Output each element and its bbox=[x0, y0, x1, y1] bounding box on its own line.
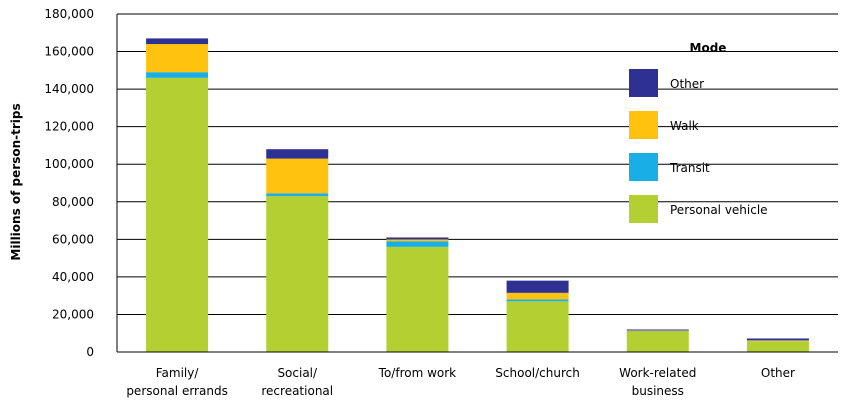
bar-segment-walk bbox=[266, 158, 329, 194]
y-tick-label: 180,000 bbox=[44, 7, 94, 21]
bar-segment-walk bbox=[386, 239, 449, 242]
y-tick-label: 20,000 bbox=[52, 307, 94, 321]
x-category-label: Work-related bbox=[619, 366, 696, 380]
y-tick-label: 160,000 bbox=[44, 45, 94, 59]
legend-label: Personal vehicle bbox=[670, 203, 768, 217]
x-category-label: business bbox=[632, 384, 684, 398]
legend-swatch-other bbox=[629, 69, 658, 97]
bar-segment-personal-vehicle bbox=[386, 246, 449, 352]
y-tick-label: 80,000 bbox=[52, 195, 94, 209]
x-category-label: Other bbox=[761, 366, 795, 380]
bar-segment-other bbox=[146, 38, 209, 45]
bar-segment-transit bbox=[146, 72, 209, 78]
y-tick-label: 120,000 bbox=[44, 120, 94, 134]
bar-segment-personal-vehicle bbox=[266, 196, 329, 352]
bar-segment-other bbox=[506, 280, 569, 293]
x-category-labels: Family/personal errands Social/recreation… bbox=[126, 366, 795, 398]
bar-segment-other bbox=[626, 329, 689, 331]
x-category-label: Family/ bbox=[156, 366, 200, 380]
x-category-label: recreational bbox=[261, 384, 333, 398]
legend: Mode Other Walk Transit Personal vehicle bbox=[629, 41, 768, 223]
axes bbox=[116, 14, 838, 353]
legend-swatch-personal-vehicle bbox=[629, 195, 658, 223]
legend-swatch-transit bbox=[629, 153, 658, 181]
legend-label: Other bbox=[670, 77, 704, 91]
legend-label: Walk bbox=[670, 119, 699, 133]
bar-segment-walk bbox=[746, 340, 809, 342]
legend-title: Mode bbox=[690, 41, 727, 55]
legend-label: Transit bbox=[669, 161, 710, 175]
bar-segment-transit bbox=[506, 299, 569, 302]
bar-segment-transit bbox=[266, 193, 329, 197]
legend-swatch-walk bbox=[629, 111, 658, 139]
bar-segment-walk bbox=[626, 330, 689, 331]
bars bbox=[146, 38, 809, 352]
gridlines bbox=[117, 13, 838, 315]
x-category-label: To/from work bbox=[378, 366, 457, 380]
bar-segment-personal-vehicle bbox=[626, 331, 689, 352]
y-tick-label: 100,000 bbox=[44, 157, 94, 171]
legend-items: Other Walk Transit Personal vehicle bbox=[629, 69, 768, 223]
y-tick-label: 40,000 bbox=[52, 270, 94, 284]
bar-segment-personal-vehicle bbox=[146, 77, 209, 352]
y-tick-labels: 0 20,000 40,000 60,000 80,000 100,000 120,000 1… bbox=[44, 7, 94, 359]
bar-segment-transit bbox=[386, 241, 449, 247]
y-tick-label: 0 bbox=[86, 345, 94, 359]
y-axis-label: Millions of person-trips bbox=[9, 103, 23, 260]
bar-segment-walk bbox=[146, 44, 209, 73]
x-category-label: Social/ bbox=[277, 366, 318, 380]
bar-segment-other bbox=[386, 237, 449, 240]
y-tick-label: 140,000 bbox=[44, 82, 94, 96]
x-category-label: School/church bbox=[495, 366, 580, 380]
bar-segment-personal-vehicle bbox=[506, 301, 569, 352]
bar-segment-other bbox=[746, 338, 809, 341]
bar-segment-walk bbox=[506, 292, 569, 300]
bar-segment-personal-vehicle bbox=[746, 341, 809, 352]
y-tick-label: 60,000 bbox=[52, 232, 94, 246]
x-category-label: personal errands bbox=[126, 384, 228, 398]
bar-segment-other bbox=[266, 149, 329, 159]
